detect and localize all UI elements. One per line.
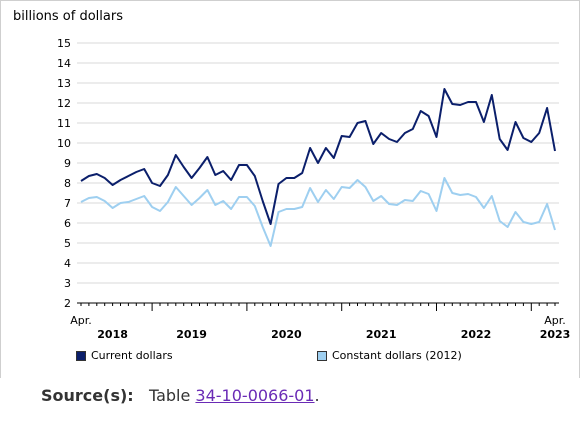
y-tick-label: 7 — [64, 197, 71, 210]
y-tick-label: 10 — [57, 137, 71, 150]
x-year-label: 2023 — [540, 328, 571, 341]
source-text: Table — [148, 386, 191, 405]
y-tick-label: 12 — [57, 97, 71, 110]
x-year-label: 2018 — [97, 328, 128, 341]
x-year-label: 2022 — [461, 328, 492, 341]
y-tick-label: 15 — [57, 37, 71, 50]
y-tick-label: 13 — [57, 77, 71, 90]
y-tick-label: 6 — [64, 217, 71, 230]
legend-label-current: Current dollars — [91, 349, 173, 362]
y-tick-label: 11 — [57, 117, 71, 130]
source-line: Source(s): Table 34-10-0066-01. — [41, 386, 320, 405]
source-end: . — [314, 386, 320, 405]
chart-plot: 2 3 4 5 6 7 8 9 10 11 12 13 14 15 Apr. Apr. 2018 2019 2020… — [57, 37, 571, 341]
chart-frame: billions of dollars 2 3 4 5 6 7 8 9 10 11 12 13 14 15… — [0, 0, 580, 378]
x-year-label: 2019 — [176, 328, 207, 341]
series-line-constant-dollars — [80, 177, 556, 247]
y-tick-label: 3 — [64, 277, 71, 290]
legend-label-constant: Constant dollars (2012) — [332, 349, 462, 362]
y-tick-label: 5 — [64, 237, 71, 250]
y-tick-label: 9 — [64, 157, 71, 170]
x-month-label: Apr. — [70, 314, 92, 327]
unit-label: billions of dollars — [13, 9, 123, 24]
y-tick-label: 8 — [64, 177, 71, 190]
x-month-label: Apr. — [544, 314, 566, 327]
series-line-current-dollars — [80, 88, 556, 225]
source-table-link[interactable]: 34-10-0066-01 — [195, 386, 315, 405]
legend-swatch-constant — [317, 351, 327, 361]
y-tick-label: 14 — [57, 57, 71, 70]
legend-swatch-current — [76, 351, 86, 361]
y-tick-label: 2 — [64, 297, 71, 310]
y-tick-label: 4 — [64, 257, 71, 270]
source-label: Source(s): — [41, 386, 134, 405]
x-year-label: 2020 — [271, 328, 302, 341]
x-year-label: 2021 — [366, 328, 397, 341]
